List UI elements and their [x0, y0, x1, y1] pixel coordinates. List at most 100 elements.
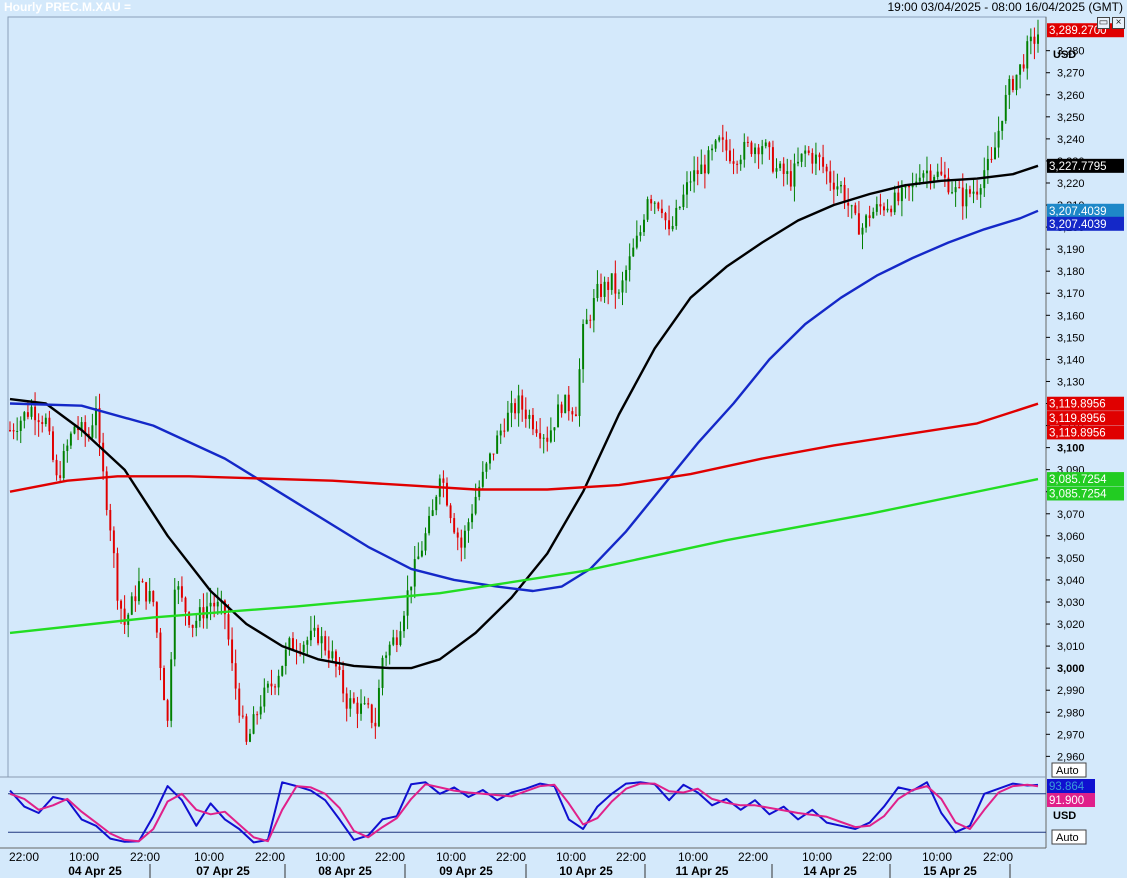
candle-down — [990, 158, 993, 160]
y-tick-label: 3,050 — [1057, 553, 1085, 565]
candle-down — [574, 414, 577, 417]
candle-down — [338, 666, 341, 671]
candle-up — [91, 425, 94, 438]
candle-up — [779, 163, 782, 169]
price-tag-box — [1047, 411, 1124, 426]
candle-up — [517, 395, 520, 414]
time-range-label: 19:00 03/04/2025 - 08:00 16/04/2025 (GMT… — [887, 0, 1124, 14]
pane-window-controls: ▭ × — [1097, 17, 1127, 29]
time-tick-label: 22:00 — [255, 850, 285, 864]
candle-up — [1001, 120, 1004, 131]
candle-up — [617, 292, 620, 294]
candle-down — [446, 482, 448, 506]
candle-down — [968, 189, 971, 194]
candle-up — [711, 148, 714, 151]
candle-down — [234, 663, 237, 689]
price-tag-label: 3,085.7254 — [1049, 488, 1107, 500]
candle-up — [463, 530, 466, 548]
candle-down — [52, 431, 54, 460]
candle-down — [832, 182, 835, 190]
y-tick-label: 3,190 — [1057, 244, 1085, 256]
price-tag-label: 3,119.8956 — [1049, 413, 1106, 425]
candle-up — [249, 733, 251, 742]
price-axis: 2,960 2,970 2,980 2,990 3,000 3,010 3,020 3,030… — [1046, 46, 1085, 763]
candle-up — [510, 403, 513, 413]
y-tick-label: 3,140 — [1057, 354, 1085, 366]
candle-up — [675, 207, 678, 226]
candle-down — [395, 637, 398, 645]
candle-up — [979, 188, 982, 195]
candle-up — [499, 430, 502, 436]
price-auto-button[interactable]: Auto — [1051, 762, 1087, 778]
candle-up — [682, 194, 685, 208]
candle-up — [349, 698, 352, 709]
close-icon[interactable]: × — [1112, 17, 1125, 29]
candle-up — [44, 417, 47, 425]
main-plot-area[interactable] — [7, 16, 1047, 778]
candle-down — [324, 636, 327, 651]
y-tick-label: 3,160 — [1057, 310, 1085, 322]
candle-down — [1011, 78, 1014, 91]
candle-up — [718, 137, 721, 141]
time-tick-label: 10:00 — [69, 850, 99, 864]
y-tick-label: 3,150 — [1057, 332, 1085, 344]
candle-up — [413, 559, 416, 587]
time-tick-label: 10:00 — [802, 850, 832, 864]
stochastic-auto-button[interactable]: Auto — [1051, 829, 1087, 845]
candle-down — [55, 459, 58, 476]
candlestick-series — [9, 19, 1039, 745]
candle-up — [639, 232, 642, 236]
candle-down — [456, 532, 459, 538]
candle-up — [986, 158, 989, 171]
candle-down — [334, 651, 337, 667]
candle-up — [1026, 41, 1029, 69]
candle-down — [152, 591, 155, 603]
date-label: 10 Apr 25 — [559, 864, 613, 878]
candle-up — [417, 556, 420, 560]
restore-icon[interactable]: ▭ — [1097, 17, 1110, 29]
candle-down — [560, 404, 563, 414]
stochastic-lines — [9, 781, 1039, 844]
date-label: 09 Apr 25 — [439, 864, 493, 878]
y-tick-label: 3,100 — [1057, 443, 1085, 455]
symbol-title: Hourly PREC.M.XAU = — [4, 0, 132, 14]
price-tag-label: 3,289.2700 — [1049, 25, 1107, 37]
candle-up — [918, 177, 921, 182]
candle-up — [424, 533, 427, 551]
price-tag-label: 3,085.7254 — [1049, 474, 1107, 486]
candle-up — [596, 283, 599, 299]
candle-up — [743, 141, 746, 160]
candle-down — [736, 163, 739, 165]
candle-up — [800, 153, 803, 162]
y-tick-label: 3,010 — [1057, 641, 1085, 653]
candle-up — [793, 163, 796, 187]
candle-down — [1033, 36, 1036, 44]
candle-down — [270, 683, 273, 687]
candle-down — [947, 177, 950, 193]
candle-up — [797, 161, 799, 164]
price-tag-box — [1047, 158, 1124, 173]
candle-down — [238, 688, 241, 716]
candle-up — [385, 655, 388, 658]
candle-down — [514, 403, 517, 414]
candle-down — [134, 596, 137, 602]
candle-up — [173, 589, 176, 660]
candle-up — [689, 181, 692, 183]
candle-down — [882, 206, 885, 211]
candle-up — [435, 496, 438, 511]
y-tick-label: 2,990 — [1057, 685, 1085, 697]
candle-down — [112, 530, 115, 554]
candle-up — [646, 199, 649, 220]
y-tick-label: 3,020 — [1057, 619, 1085, 631]
y-tick-label: 3,060 — [1057, 531, 1085, 543]
candle-down — [524, 409, 527, 419]
candle-up — [16, 430, 19, 432]
candle-down — [48, 417, 51, 432]
candle-up — [542, 437, 545, 439]
candle-up — [62, 451, 65, 479]
time-tick-label: 22:00 — [983, 850, 1013, 864]
candle-up — [564, 394, 567, 414]
candle-down — [367, 703, 370, 705]
candle-down — [145, 582, 148, 602]
